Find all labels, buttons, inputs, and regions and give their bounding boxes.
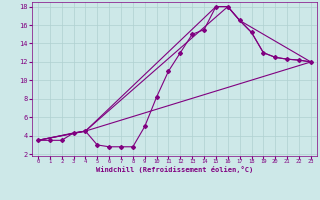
X-axis label: Windchill (Refroidissement éolien,°C): Windchill (Refroidissement éolien,°C) [96,166,253,173]
